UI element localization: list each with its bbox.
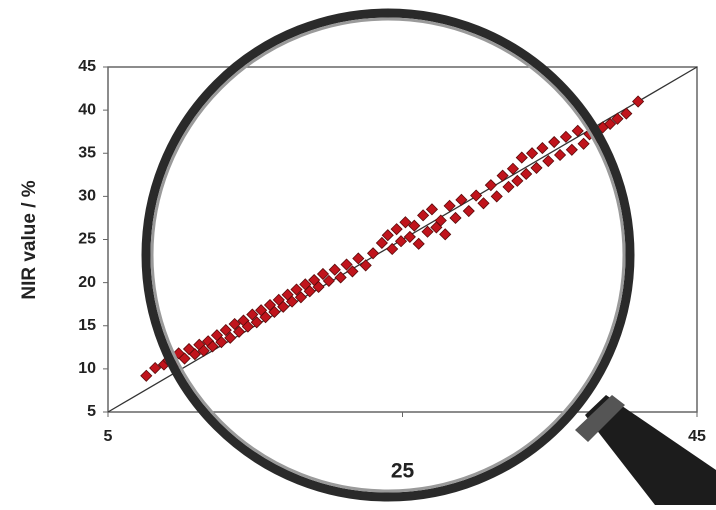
data-point (571, 124, 584, 137)
data-point (149, 361, 162, 375)
y-tick-label: 15 (78, 317, 96, 334)
y-tick-label: 20 (78, 274, 96, 291)
data-point (511, 174, 524, 187)
data-point (232, 325, 246, 338)
data-point (277, 300, 290, 313)
y-axis-label: NIR value / % (19, 180, 40, 299)
data-point (259, 311, 272, 324)
magnifier (141, 8, 716, 505)
y-tick-label: 30 (78, 188, 96, 205)
data-point (484, 179, 497, 192)
magnifier-inner-ring (150, 17, 626, 493)
data-point (268, 305, 281, 319)
data-point (611, 112, 624, 125)
data-point (443, 199, 456, 212)
data-point (455, 193, 468, 206)
data-point (250, 316, 263, 329)
data-point (346, 265, 359, 278)
data-point (352, 252, 365, 265)
data-point (506, 162, 520, 175)
data-point (241, 320, 254, 333)
y-tick-label: 25 (78, 231, 96, 248)
data-point (530, 161, 543, 174)
data-point (178, 352, 191, 365)
data-point (604, 117, 617, 130)
data-point (577, 137, 590, 150)
data-point (470, 189, 483, 202)
data-point (303, 285, 316, 298)
x-tick-label: 25 (391, 460, 415, 483)
x-tick-label: 5 (104, 428, 113, 445)
data-point (328, 263, 341, 276)
data-point (366, 247, 380, 260)
data-point (548, 135, 561, 149)
data-point (381, 229, 394, 242)
data-point (620, 107, 633, 120)
y-tick-label: 45 (78, 58, 96, 75)
data-point (188, 348, 201, 361)
data-point (316, 267, 330, 281)
y-tick-label: 40 (78, 101, 96, 118)
data-point (390, 223, 403, 236)
data-point (496, 169, 509, 182)
data-point (285, 295, 299, 308)
data-point (312, 280, 325, 294)
data-point (632, 95, 645, 108)
data-point (334, 271, 347, 284)
data-point (403, 230, 416, 243)
magnifier-collar (575, 395, 625, 442)
magnifier-ring (141, 8, 635, 502)
plot-area: 5 10 15 20 25 30 35 40 45 5 25 45 (78, 58, 706, 482)
data-point (182, 342, 196, 356)
magnifier-handle (585, 395, 716, 505)
data-point (439, 228, 452, 241)
data-point (206, 340, 219, 353)
data-point (502, 180, 515, 193)
data-point (412, 237, 425, 250)
y-tick-label: 5 (87, 403, 96, 420)
data-point (536, 142, 549, 155)
data-point (520, 167, 533, 181)
data-point (421, 225, 434, 238)
data-point (565, 143, 578, 156)
data-point (290, 283, 303, 296)
data-point (526, 147, 539, 160)
data-point (322, 274, 335, 287)
data-point (515, 151, 528, 164)
data-point (434, 214, 447, 227)
y-tick-label: 35 (78, 144, 96, 161)
data-point (219, 323, 232, 337)
data-point (477, 197, 490, 210)
data-point (462, 204, 475, 218)
data-point (294, 291, 307, 304)
data-point (340, 258, 353, 271)
data-point (553, 148, 567, 162)
data-point (246, 308, 259, 321)
data-point (224, 331, 237, 344)
data-point (408, 219, 421, 232)
data-point (215, 336, 228, 349)
data-point (394, 235, 408, 248)
data-point (425, 203, 439, 216)
data-point (490, 190, 503, 203)
data-point (386, 242, 399, 256)
data-point (559, 130, 573, 143)
data-point (449, 211, 462, 225)
x-tick-label: 45 (688, 428, 706, 445)
data-point (197, 344, 210, 357)
y-tick-label: 10 (78, 360, 96, 377)
data-point (359, 259, 372, 272)
data-point (399, 216, 412, 229)
data-point (417, 209, 430, 222)
data-point (140, 369, 153, 382)
data-point (228, 317, 241, 331)
data-point (375, 236, 388, 250)
data-point (542, 154, 555, 168)
